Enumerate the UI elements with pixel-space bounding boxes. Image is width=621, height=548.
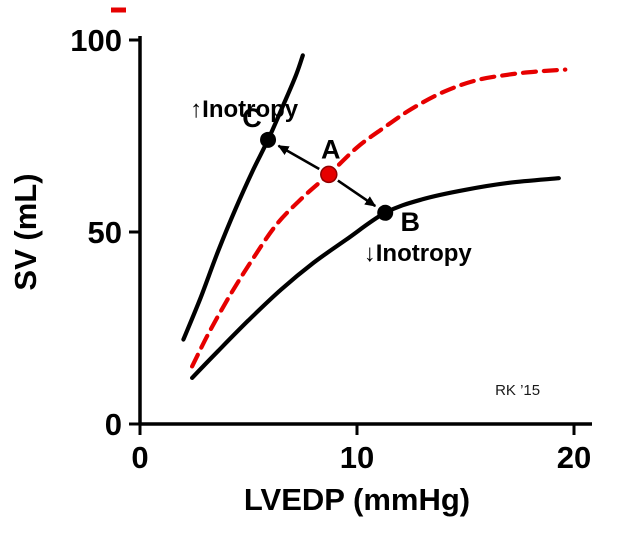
decreased-inotropy-label: ↓Inotropy bbox=[364, 240, 473, 267]
increased-inotropy-curve bbox=[181, 53, 305, 342]
x-axis-label: LVEDP (mmHg) bbox=[244, 482, 470, 517]
arrow-A-C bbox=[277, 144, 320, 171]
arrow-A-B bbox=[337, 179, 377, 208]
point-C bbox=[260, 131, 277, 148]
y-tick-label: 100 bbox=[70, 23, 122, 58]
normal-curve bbox=[190, 67, 568, 369]
x-tick-label: 0 bbox=[131, 440, 148, 475]
point-label-A: A bbox=[321, 134, 341, 164]
credit: RK ’15 bbox=[495, 382, 540, 399]
x-tick-label: 20 bbox=[557, 440, 591, 475]
increased-inotropy-label: ↑Inotropy bbox=[190, 96, 299, 123]
point-label-C: C bbox=[242, 103, 262, 133]
point-B bbox=[377, 204, 394, 221]
point-label-B: B bbox=[400, 207, 420, 237]
point-A bbox=[320, 165, 338, 184]
y-tick-label: 50 bbox=[88, 215, 122, 250]
y-tick-label: 0 bbox=[105, 407, 122, 442]
x-tick-label: 10 bbox=[340, 440, 374, 475]
decreased-inotropy-curve bbox=[190, 176, 561, 380]
y-axis-label: SV (mL) bbox=[8, 173, 43, 290]
